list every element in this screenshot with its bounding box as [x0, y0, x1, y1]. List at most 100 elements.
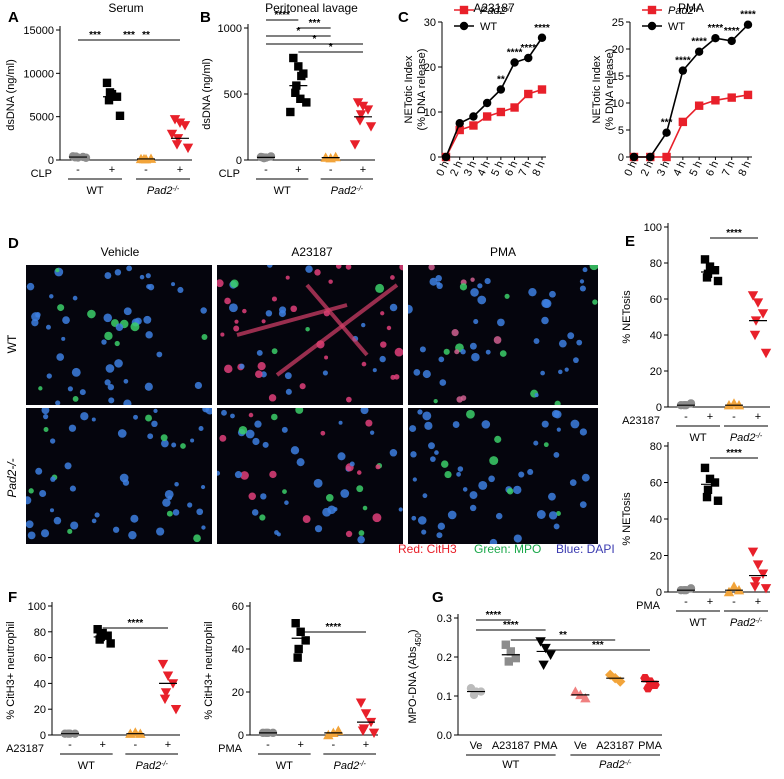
data-point-C1	[469, 121, 478, 130]
group-label-F1: Pad2-/-	[136, 760, 169, 772]
cond-sign-F2: -	[266, 739, 270, 751]
y-tick-label-C1: 0	[430, 152, 436, 164]
y-axis-label-E2: % NETosis	[621, 492, 633, 546]
micro-cell	[305, 326, 310, 332]
micro-cell	[281, 426, 288, 433]
data-point-G	[506, 647, 515, 656]
micro-cell	[362, 505, 368, 511]
micro-cell	[433, 398, 438, 404]
micro-cell	[462, 487, 468, 492]
micro-cell	[422, 370, 431, 379]
data-point-E2	[728, 581, 740, 591]
micro-cell	[153, 408, 158, 414]
micro-cell	[417, 409, 423, 415]
micro-cell	[284, 372, 292, 380]
micro-cell	[55, 268, 60, 273]
cond-sign-B: +	[360, 164, 366, 176]
data-point-A	[179, 121, 191, 131]
data-point-C1	[537, 85, 547, 94]
micro-cell	[313, 478, 323, 488]
data-point-C2	[727, 36, 736, 46]
micro-cell	[114, 340, 120, 347]
micro-cell	[533, 338, 540, 345]
micro-cell	[346, 396, 352, 403]
y-tick-label-C1: 10	[424, 107, 436, 119]
data-point-E2	[757, 569, 769, 579]
micro-cell	[556, 427, 561, 432]
micro-cell	[217, 279, 224, 288]
micro-cell	[115, 323, 124, 331]
x-tick-label-C2: 6 h	[704, 159, 721, 178]
y-tick-label-A: 0	[48, 155, 54, 167]
cond-sign-A: +	[177, 164, 183, 176]
micro-cell	[436, 281, 441, 286]
data-point-C2	[711, 96, 720, 105]
data-point-E2	[760, 584, 772, 594]
micro-cell	[190, 438, 195, 443]
x-tick-label-C1: 0 h	[434, 159, 451, 178]
y-tick-label-C2: 10	[612, 98, 624, 110]
micro-cell	[71, 367, 81, 377]
sig-label-B: ***	[309, 18, 321, 29]
micro-cell	[558, 339, 567, 348]
micro-cell	[469, 342, 477, 350]
micro-cell	[417, 516, 427, 525]
legend-marker-C1	[459, 21, 469, 31]
data-point-A	[145, 153, 157, 163]
sig-label-C2: ****	[724, 26, 740, 37]
micro-cell	[409, 425, 417, 433]
micro-cell	[290, 446, 300, 455]
y-tick-label-F2: 0	[238, 730, 244, 742]
micro-cell	[380, 311, 385, 316]
micro-cell	[69, 485, 76, 492]
data-point-F1	[95, 635, 104, 644]
micro-cell	[112, 526, 120, 533]
data-point-B	[291, 88, 300, 97]
micro-cell	[119, 473, 129, 483]
data-point-B	[330, 151, 341, 162]
data-point-C1	[496, 107, 506, 117]
data-point-E1	[686, 399, 696, 408]
micro-cell	[271, 348, 278, 355]
group-label-E2: WT	[689, 617, 706, 629]
micro-cell	[130, 514, 139, 523]
cond-sign-B: +	[295, 164, 301, 176]
y-tick-label-E1: 0	[656, 402, 662, 414]
group-label-F1: WT	[78, 760, 95, 772]
data-point-G	[504, 657, 513, 666]
micro-cell	[314, 525, 323, 533]
micro-cell	[365, 419, 373, 427]
micro-cell	[579, 501, 587, 509]
data-point-E2	[749, 582, 761, 592]
micro-cell	[456, 396, 463, 403]
group-label-B: WT	[274, 185, 291, 197]
cond-sign-F1: -	[133, 739, 137, 751]
micro-cell	[541, 316, 549, 325]
micro-cell	[428, 442, 435, 450]
micro-cell	[410, 451, 417, 458]
micro-cell	[302, 515, 311, 523]
micro-cell	[473, 318, 479, 325]
micro-cell	[540, 370, 545, 376]
data-point-C1	[455, 125, 464, 135]
y-tick-label-E1: 40	[650, 330, 662, 342]
group-label-G: WT	[502, 759, 519, 771]
data-point-B	[286, 107, 295, 117]
micro-cell	[238, 425, 248, 435]
data-point-B	[296, 94, 305, 103]
data-point-A	[182, 143, 194, 154]
micro-cell	[356, 470, 362, 475]
y-axis-label-F2: % CitH3+ neutrophil	[203, 621, 215, 719]
y-tick-label-E2: 20	[650, 551, 662, 563]
micro-cell	[245, 429, 255, 439]
y-axis-label-E1: % NETosis	[621, 290, 633, 344]
y-tick-label-F1: 20	[34, 704, 46, 716]
micro-cell	[567, 332, 575, 340]
data-point-F2	[293, 653, 302, 662]
data-point-F1	[157, 659, 169, 670]
data-point-B	[297, 71, 306, 81]
x-tick-label-C2: 5 h	[688, 159, 705, 178]
data-point-E1	[747, 291, 759, 301]
micro-cell	[447, 510, 457, 520]
micro-cell	[171, 442, 177, 448]
